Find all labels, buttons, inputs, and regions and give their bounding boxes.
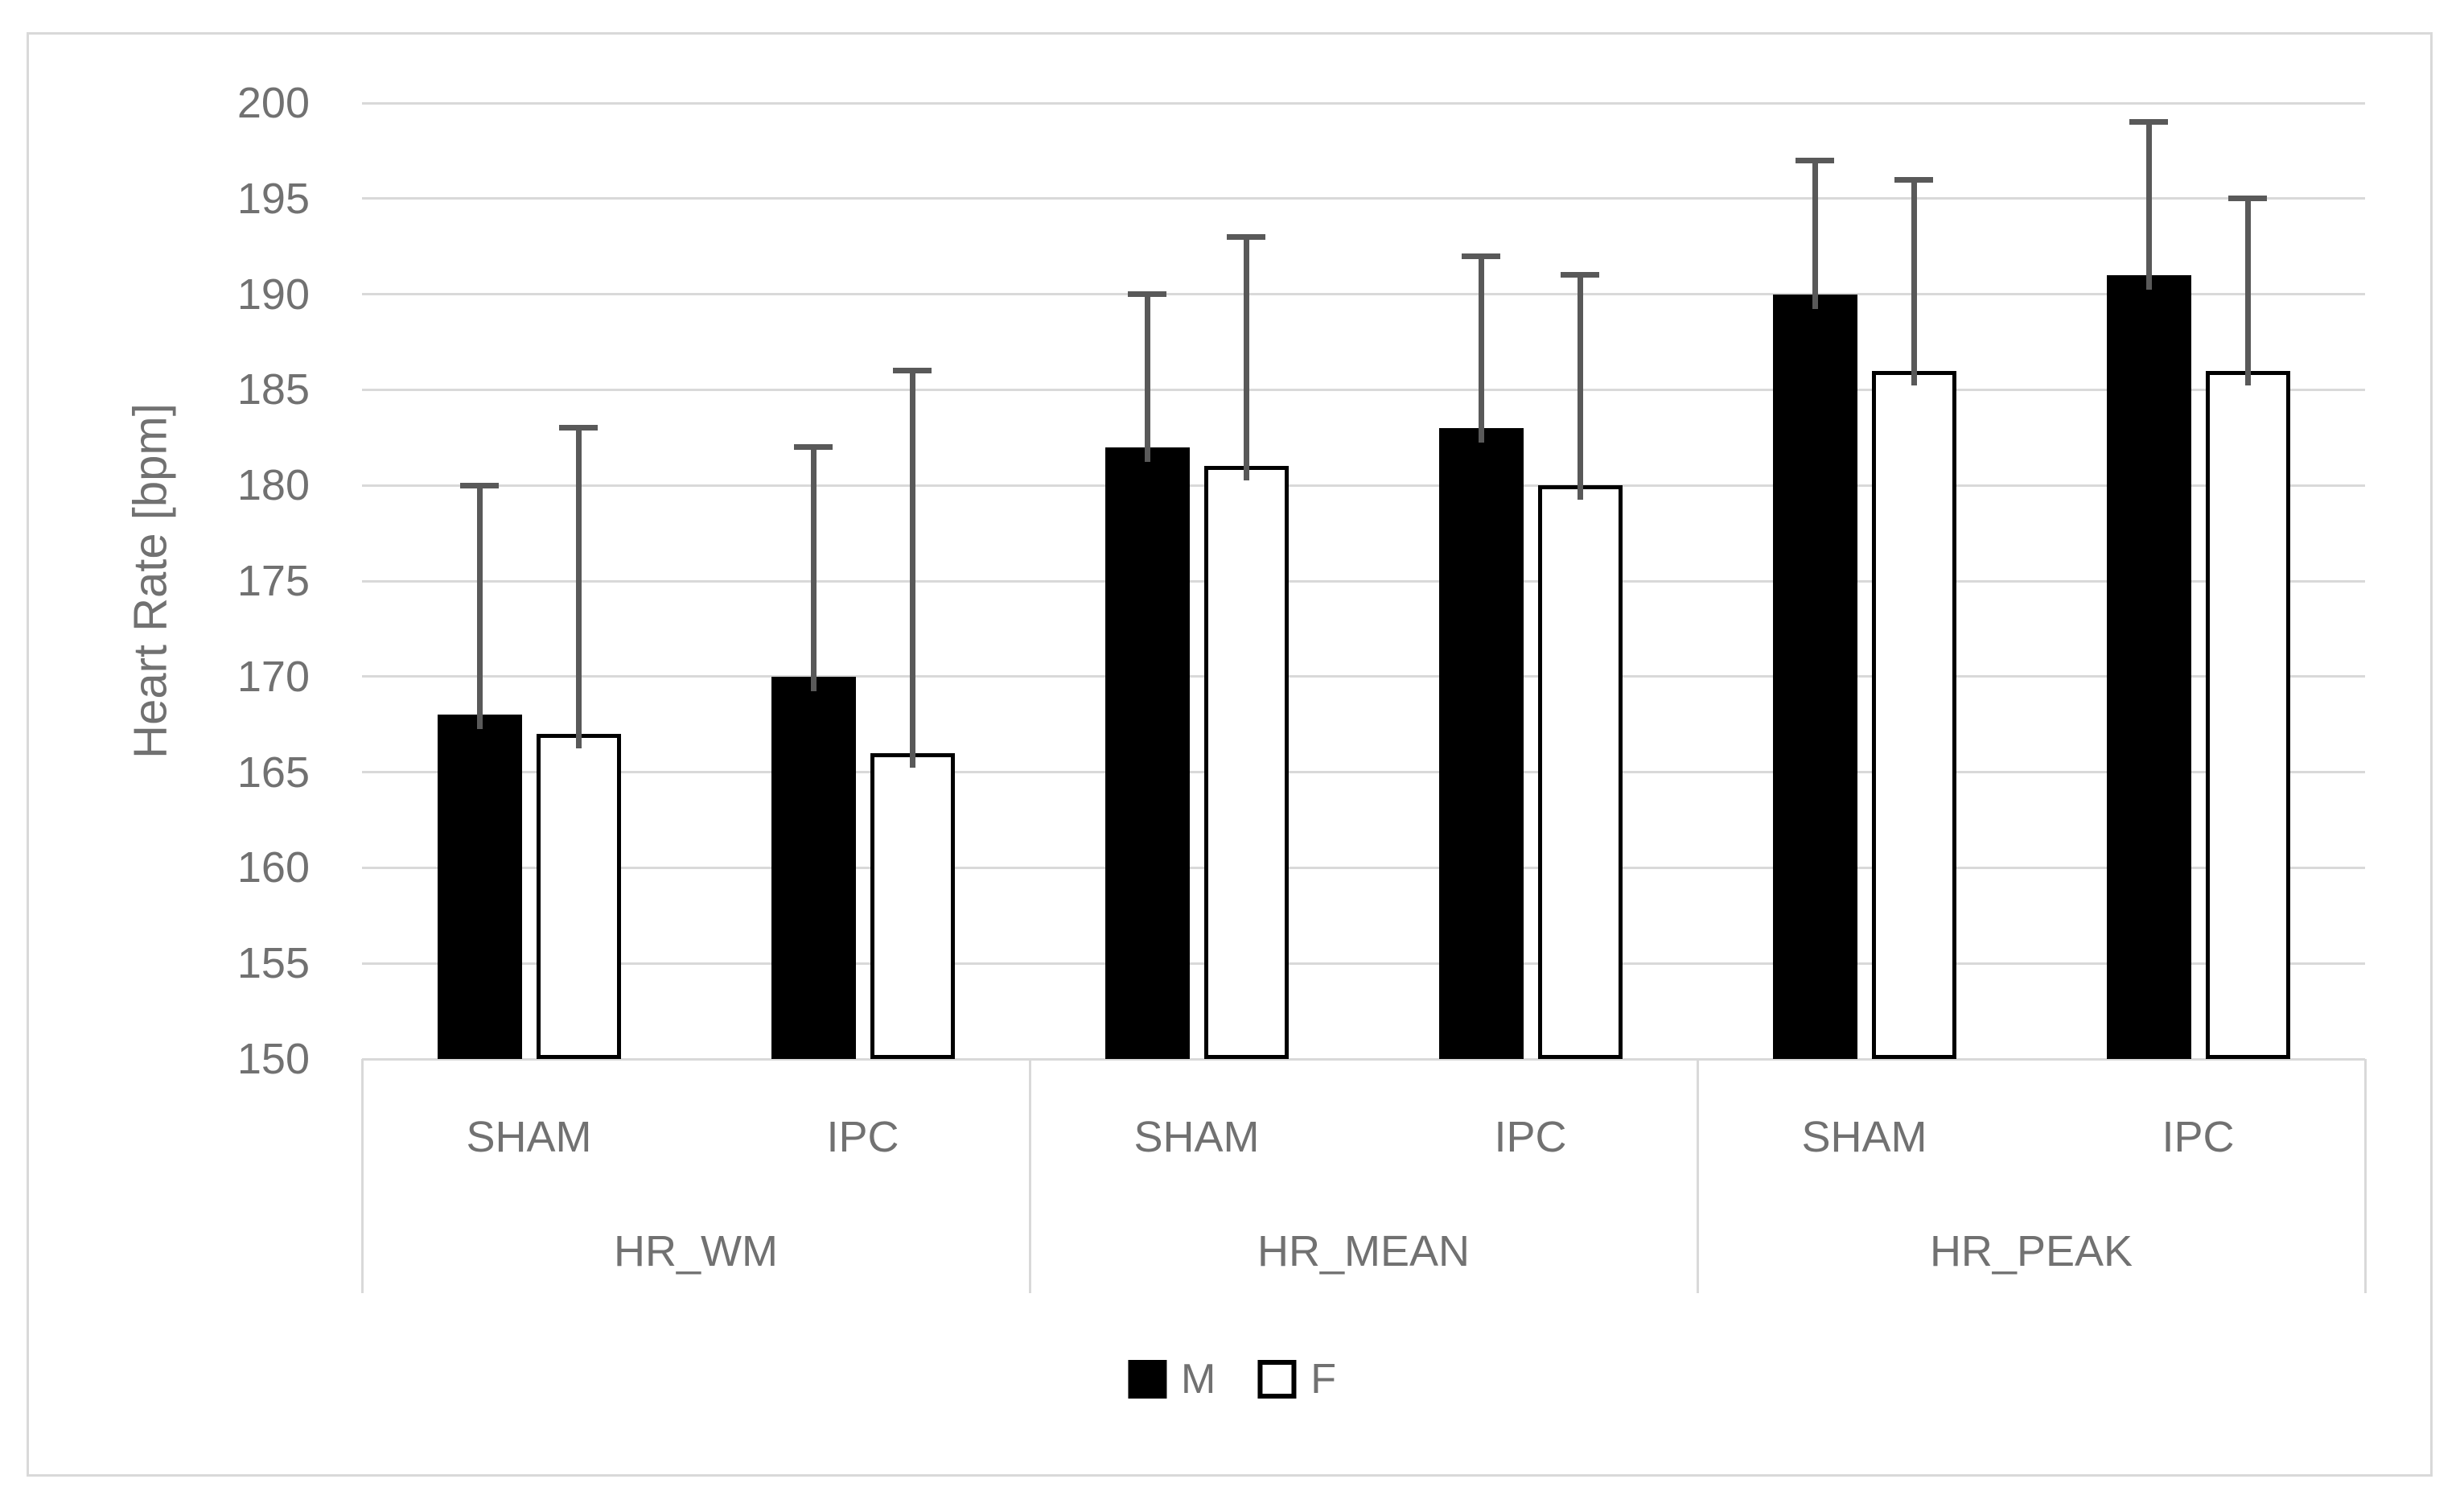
gridline-185 bbox=[362, 388, 2365, 391]
error-bar-m-0 bbox=[476, 485, 483, 730]
category-box-line-1 bbox=[1028, 1059, 1031, 1293]
y-tick-label-155: 155 bbox=[237, 939, 310, 988]
gridline-160 bbox=[362, 866, 2365, 869]
y-tick-label-195: 195 bbox=[237, 174, 310, 223]
y-tick-label-190: 190 bbox=[237, 270, 310, 319]
error-bar-f-0 bbox=[575, 427, 582, 749]
group-label-hr_peak: HR_PEAK bbox=[1929, 1227, 2133, 1275]
legend-label-f: F bbox=[1310, 1356, 1337, 1403]
error-bar-cap-m-0 bbox=[460, 482, 499, 488]
gridline-155 bbox=[362, 962, 2365, 965]
gridline-150 bbox=[362, 1057, 2365, 1061]
y-tick-label-200: 200 bbox=[237, 79, 310, 127]
legend-item-f: F bbox=[1257, 1358, 1336, 1400]
legend-swatch-f bbox=[1257, 1360, 1297, 1399]
gridline-170 bbox=[362, 675, 2365, 678]
error-bar-cap-f-3 bbox=[1561, 272, 1599, 278]
error-bar-m-2 bbox=[1144, 294, 1150, 462]
error-bar-cap-m-4 bbox=[1796, 157, 1834, 163]
bar-f-hr_peak-sham bbox=[1871, 370, 1956, 1059]
bar-m-hr_wm-ipc bbox=[771, 676, 856, 1059]
bar-f-hr_peak-ipc bbox=[2205, 370, 2290, 1059]
bar-f-hr_mean-ipc bbox=[1537, 485, 1623, 1059]
condition-label-hr_wm-ipc: IPC bbox=[826, 1113, 899, 1161]
error-bar-f-1 bbox=[909, 370, 915, 768]
error-bar-f-4 bbox=[1911, 179, 1917, 385]
y-tick-label-150: 150 bbox=[237, 1035, 310, 1083]
y-tick-label-180: 180 bbox=[237, 461, 310, 510]
legend-item-m: M bbox=[1127, 1356, 1216, 1403]
y-tick-label-165: 165 bbox=[237, 748, 310, 797]
legend-swatch-m bbox=[1127, 1360, 1166, 1399]
error-bar-cap-f-5 bbox=[2228, 196, 2267, 202]
error-bar-f-5 bbox=[2244, 198, 2251, 385]
error-bar-cap-m-2 bbox=[1128, 291, 1166, 298]
gridline-190 bbox=[362, 293, 2365, 296]
gridline-195 bbox=[362, 197, 2365, 200]
y-tick-label-160: 160 bbox=[237, 843, 310, 892]
y-tick-label-185: 185 bbox=[237, 365, 310, 414]
condition-label-hr_wm-sham: SHAM bbox=[466, 1113, 592, 1161]
gridline-165 bbox=[362, 771, 2365, 774]
error-bar-cap-m-5 bbox=[2129, 119, 2168, 126]
category-box-line-3 bbox=[2363, 1059, 2367, 1293]
bar-m-hr_mean-ipc bbox=[1438, 427, 1524, 1059]
error-bar-cap-m-3 bbox=[1462, 253, 1500, 259]
condition-label-hr_peak-sham: SHAM bbox=[1801, 1113, 1927, 1161]
group-label-hr_mean: HR_MEAN bbox=[1257, 1227, 1471, 1275]
category-box-line-0 bbox=[360, 1059, 364, 1293]
bar-m-hr_wm-sham bbox=[437, 715, 522, 1059]
gridline-200 bbox=[362, 101, 2365, 105]
gridline-175 bbox=[362, 579, 2365, 583]
category-box-line-2 bbox=[1696, 1059, 1699, 1293]
condition-label-hr_mean-sham: SHAM bbox=[1133, 1113, 1260, 1161]
y-tick-label-175: 175 bbox=[237, 557, 310, 605]
group-label-hr_wm: HR_WM bbox=[614, 1227, 778, 1275]
y-tick-label-170: 170 bbox=[237, 652, 310, 701]
error-bar-f-2 bbox=[1243, 237, 1249, 481]
error-bar-m-3 bbox=[1478, 256, 1484, 443]
bar-m-hr_mean-sham bbox=[1104, 447, 1190, 1059]
error-bar-m-4 bbox=[1812, 160, 1818, 309]
bar-f-hr_mean-sham bbox=[1203, 466, 1289, 1059]
error-bar-m-1 bbox=[810, 447, 817, 691]
error-bar-cap-f-1 bbox=[893, 368, 932, 374]
gridline-180 bbox=[362, 484, 2365, 487]
condition-label-hr_peak-ipc: IPC bbox=[2162, 1113, 2235, 1161]
error-bar-f-3 bbox=[1577, 274, 1583, 501]
bar-m-hr_peak-ipc bbox=[2106, 274, 2191, 1059]
error-bar-m-5 bbox=[2145, 122, 2152, 290]
legend-label-m: M bbox=[1180, 1356, 1216, 1403]
error-bar-cap-f-4 bbox=[1894, 176, 1933, 183]
bar-f-hr_wm-ipc bbox=[870, 752, 955, 1059]
error-bar-cap-m-1 bbox=[794, 444, 833, 451]
error-bar-cap-f-2 bbox=[1227, 233, 1265, 240]
bar-f-hr_wm-sham bbox=[536, 734, 621, 1059]
bar-m-hr_peak-sham bbox=[1772, 294, 1857, 1059]
chart-border bbox=[27, 32, 2433, 1477]
condition-label-hr_mean-ipc: IPC bbox=[1494, 1113, 1567, 1161]
error-bar-cap-f-0 bbox=[559, 425, 598, 431]
